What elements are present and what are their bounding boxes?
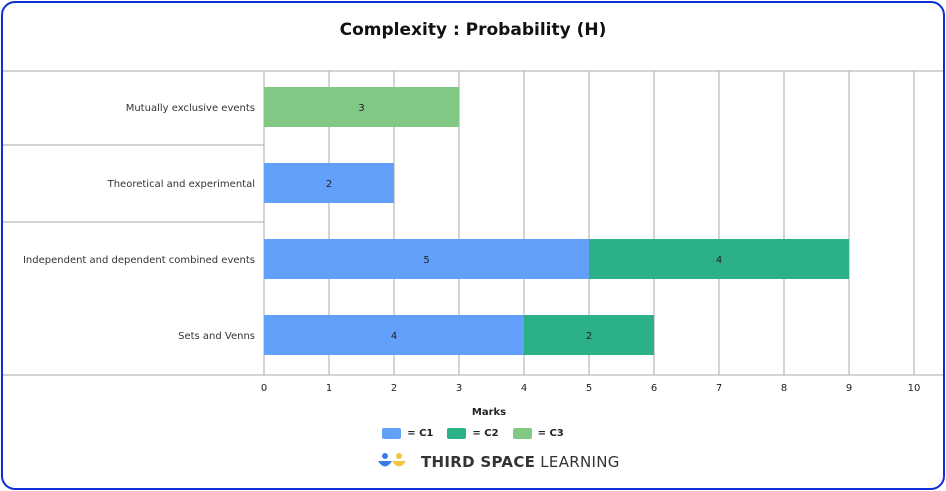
x-axis-label: Marks	[472, 407, 506, 418]
legend-label: = C3	[537, 428, 564, 439]
data-label: 3	[358, 103, 364, 114]
bar-segment	[264, 163, 394, 203]
legend-item: = C2	[447, 428, 499, 439]
x-tick-label: 3	[456, 383, 462, 394]
x-tick-label: 0	[261, 383, 267, 394]
chart-title: Complexity : Probability (H)	[339, 20, 607, 40]
bar-segment	[264, 239, 589, 279]
x-tick-label: 6	[651, 383, 657, 394]
legend-item: = C3	[512, 428, 564, 439]
data-label: 2	[326, 179, 332, 190]
brand-bold: THIRD SPACE	[421, 453, 536, 471]
x-tick-label: 9	[846, 383, 852, 394]
x-tick-label: 1	[326, 383, 332, 394]
category-label: Mutually exclusive events	[126, 103, 255, 114]
brand-logo: THIRD SPACE LEARNING	[377, 452, 620, 472]
legend: = C1 = C2 = C3	[0, 428, 946, 439]
category-label: Theoretical and experimental	[107, 179, 255, 190]
x-tick-label: 5	[586, 383, 592, 394]
x-tick-label: 4	[521, 383, 527, 394]
category-label: Independent and dependent combined event…	[23, 255, 255, 266]
brand-light: LEARNING	[540, 453, 620, 471]
bar-segment	[589, 239, 849, 279]
legend-swatch	[382, 428, 402, 439]
bar-segment	[264, 315, 524, 355]
data-label: 5	[423, 255, 429, 266]
category-label: Sets and Venns	[178, 331, 255, 342]
data-label: 4	[716, 255, 722, 266]
x-tick-label: 2	[391, 383, 397, 394]
data-label: 4	[391, 331, 397, 342]
legend-item: = C1	[382, 428, 433, 439]
legend-swatch	[447, 428, 467, 439]
bar-segment	[264, 87, 459, 127]
x-tick-label: 8	[781, 383, 787, 394]
bar-segment	[524, 315, 654, 355]
data-label: 2	[586, 331, 592, 342]
x-tick-label: 7	[716, 383, 722, 394]
legend-label: = C1	[407, 428, 434, 439]
legend-swatch	[512, 428, 532, 439]
tsl-logo-icon	[378, 453, 406, 467]
legend-label: = C2	[472, 428, 499, 439]
x-tick-label: 10	[908, 383, 921, 394]
